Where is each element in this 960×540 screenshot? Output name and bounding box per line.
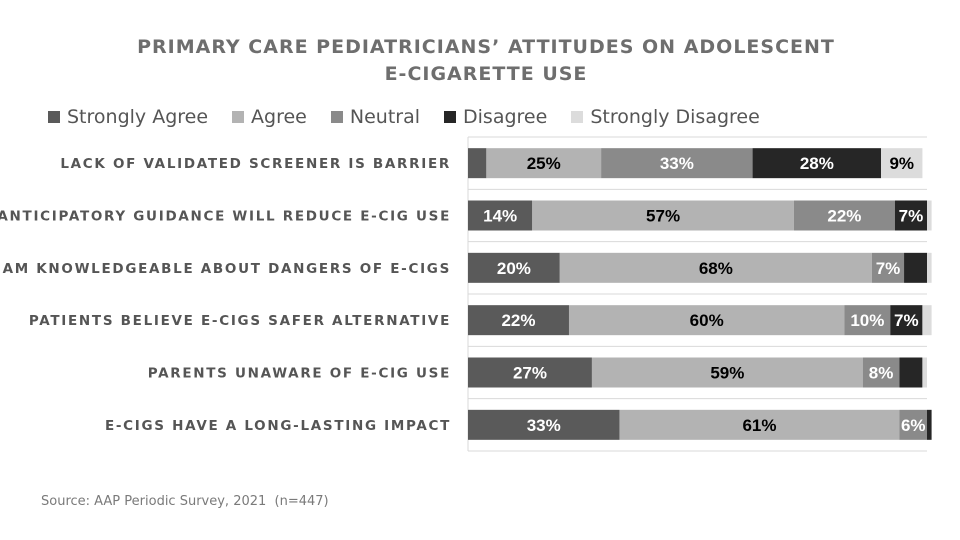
data-label: 20% [497, 259, 531, 278]
data-label: 60% [690, 311, 724, 330]
data-label: 8% [869, 364, 894, 383]
bar-segment-disagree [927, 409, 932, 440]
bar-segment-strongly-disagree [922, 357, 927, 388]
legend-label: Agree [251, 106, 307, 128]
legend-label: Disagree [463, 106, 548, 128]
data-label: 6% [901, 416, 926, 435]
legend-item-3: Disagree [444, 106, 547, 128]
bar-segment-disagree [752, 148, 882, 179]
bar-segment-agree [619, 409, 900, 440]
bar-segment-strongly-agree [468, 200, 533, 231]
bar-segment-neutral [601, 148, 753, 179]
data-label: 28% [800, 154, 834, 173]
bar-segment-neutral [793, 200, 895, 231]
data-label: 10% [850, 311, 884, 330]
chart-title: PRIMARY CARE PEDIATRICIANS’ ATTITUDES ON… [0, 34, 960, 88]
bar-segment-disagree [894, 200, 927, 231]
chart-title-line-1: PRIMARY CARE PEDIATRICIANS’ ATTITUDES ON… [137, 36, 835, 58]
bar-segment-agree [568, 305, 845, 336]
bar-segment-strongly-agree [468, 305, 569, 336]
data-label: 14% [483, 207, 517, 226]
bar-segment-strongly-agree [468, 148, 487, 179]
bar-segment-strongly-agree [468, 357, 592, 388]
legend-label: Strongly Agree [67, 106, 209, 128]
data-label: 57% [646, 207, 680, 226]
bar-segment-strongly-disagree [881, 148, 923, 179]
bar-segment-strongly-agree [468, 252, 560, 283]
legend-item-0: Strongly Agree [48, 106, 208, 128]
bar-segment-neutral [899, 409, 927, 440]
bar-segment-agree [532, 200, 794, 231]
data-label: 27% [513, 364, 547, 383]
data-label: 25% [527, 154, 561, 173]
bar-segment-disagree [904, 252, 927, 283]
chart-title-line-2: E-CIGARETTE USE [384, 63, 588, 85]
bar-segment-neutral [871, 252, 905, 283]
legend-swatch [444, 111, 457, 123]
bar-segment-agree [591, 357, 863, 388]
legend-item-4: Strongly Disagree [571, 106, 760, 128]
data-label: 33% [527, 416, 561, 435]
data-label: 22% [501, 311, 535, 330]
legend-swatch [571, 111, 584, 123]
legend-swatch [330, 111, 343, 123]
legend-label: Strongly Disagree [590, 106, 760, 128]
bar-segment-neutral [862, 357, 900, 388]
data-label: 7% [876, 259, 901, 278]
legend-label: Neutral [349, 106, 421, 128]
legend-swatch [232, 111, 245, 123]
bar-segment-disagree [890, 305, 923, 336]
bar-segment-disagree [899, 357, 923, 388]
bar-segment-strongly-agree [468, 409, 620, 440]
legend-item-2: Neutral [330, 106, 421, 128]
category-label: PATIENTS BELIEVE E-CIGS SAFER ALTERNATIV… [29, 313, 451, 329]
bar-segment-agree [559, 252, 872, 283]
data-label: 33% [660, 154, 694, 173]
data-label: 61% [742, 416, 776, 435]
category-label: PARENTS UNAWARE OF E-CIG USE [148, 366, 451, 382]
data-label: 9% [889, 154, 914, 173]
bar-segment-strongly-disagree [927, 252, 932, 283]
legend-item-1: Agree [232, 106, 307, 128]
category-label: E-CIGS HAVE A LONG-LASTING IMPACT [105, 418, 451, 434]
data-label: 7% [899, 207, 924, 226]
category-label: LACK OF VALIDATED SCREENER IS BARRIER [60, 156, 451, 172]
bar-segment-neutral [844, 305, 891, 336]
data-label: 59% [710, 364, 744, 383]
source-note: Source: AAP Periodic Survey, 2021 (n=447… [41, 494, 329, 509]
data-label: 68% [699, 259, 733, 278]
category-label: I AM KNOWLEDGEABLE ABOUT DANGERS OF E-CI… [0, 261, 451, 277]
bar-segment-agree [486, 148, 602, 179]
category-label: ANTICIPATORY GUIDANCE WILL REDUCE E-CIG … [0, 209, 451, 225]
bar-segment-strongly-disagree [927, 200, 932, 231]
legend-swatch [48, 111, 60, 123]
data-label: 7% [894, 311, 919, 330]
chart-legend: Strongly Agree Agree Neutral Disagree Strong… [48, 104, 784, 130]
data-label: 22% [827, 207, 861, 226]
bar-segment-strongly-disagree [922, 305, 932, 336]
